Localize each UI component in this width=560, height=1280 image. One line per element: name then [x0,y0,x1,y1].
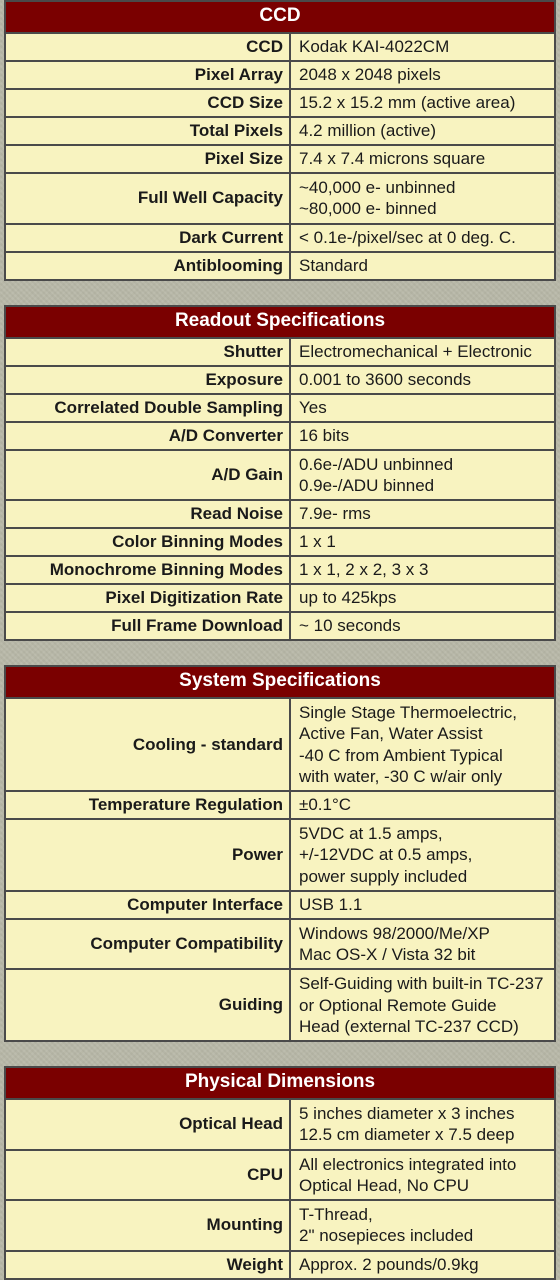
spec-value: 7.9e- rms [290,500,555,528]
spec-value: 7.4 x 7.4 microns square [290,145,555,173]
spec-label: Weight [5,1251,290,1279]
spec-value: 5VDC at 1.5 amps, +/-12VDC at 0.5 amps, … [290,819,555,891]
spec-label: Read Noise [5,500,290,528]
section-gap [4,641,556,665]
spec-label: Mounting [5,1200,290,1251]
table-row: CCD Size15.2 x 15.2 mm (active area) [5,89,555,117]
spec-label: Power [5,819,290,891]
spec-label: CPU [5,1150,290,1201]
section-header: System Specifications [5,666,555,698]
spec-label: Dark Current [5,224,290,252]
table-row: Cooling - standardSingle Stage Thermoele… [5,698,555,791]
table-row: Pixel Array2048 x 2048 pixels [5,61,555,89]
spec-label: Pixel Array [5,61,290,89]
spec-value: Self-Guiding with built-in TC-237 or Opt… [290,969,555,1041]
spec-value: 16 bits [290,422,555,450]
spec-value: All electronics integrated into Optical … [290,1150,555,1201]
spec-label: Shutter [5,338,290,366]
spec-label: Correlated Double Sampling [5,394,290,422]
spec-value: Windows 98/2000/Me/XP Mac OS-X / Vista 3… [290,919,555,970]
section-header: CCD [5,1,555,33]
table-row: Computer CompatibilityWindows 98/2000/Me… [5,919,555,970]
spec-value: Kodak KAI-4022CM [290,33,555,61]
spec-table: CCDCCDKodak KAI-4022CMPixel Array2048 x … [4,0,556,281]
spec-label: CCD Size [5,89,290,117]
table-row: A/D Converter16 bits [5,422,555,450]
spec-sections: CCDCCDKodak KAI-4022CMPixel Array2048 x … [0,0,560,1280]
spec-value: ~ 10 seconds [290,612,555,640]
spec-table: System SpecificationsCooling - standardS… [4,665,556,1042]
spec-label: Cooling - standard [5,698,290,791]
table-row: WeightApprox. 2 pounds/0.9kg [5,1251,555,1279]
table-row: Full Frame Download~ 10 seconds [5,612,555,640]
table-row: Pixel Digitization Rateup to 425kps [5,584,555,612]
spec-label: Full Frame Download [5,612,290,640]
spec-value: 2048 x 2048 pixels [290,61,555,89]
table-row: Correlated Double SamplingYes [5,394,555,422]
table-row: Dark Current< 0.1e-/pixel/sec at 0 deg. … [5,224,555,252]
spec-label: Exposure [5,366,290,394]
table-row: Total Pixels4.2 million (active) [5,117,555,145]
section-header: Readout Specifications [5,306,555,338]
spec-label: Total Pixels [5,117,290,145]
table-row: GuidingSelf-Guiding with built-in TC-237… [5,969,555,1041]
spec-value: Single Stage Thermoelectric, Active Fan,… [290,698,555,791]
spec-value: 1 x 1 [290,528,555,556]
table-row: Computer InterfaceUSB 1.1 [5,891,555,919]
table-row: Monochrome Binning Modes1 x 1, 2 x 2, 3 … [5,556,555,584]
table-row: CPUAll electronics integrated into Optic… [5,1150,555,1201]
table-row: ShutterElectromechanical + Electronic [5,338,555,366]
section-gap [4,281,556,305]
spec-label: Temperature Regulation [5,791,290,819]
spec-value: Standard [290,252,555,280]
table-row: AntibloomingStandard [5,252,555,280]
spec-value: Electromechanical + Electronic [290,338,555,366]
spec-value: 5 inches diameter x 3 inches 12.5 cm dia… [290,1099,555,1150]
spec-label: Computer Interface [5,891,290,919]
spec-value: 15.2 x 15.2 mm (active area) [290,89,555,117]
spec-value: Yes [290,394,555,422]
spec-label: A/D Converter [5,422,290,450]
section-header: Physical Dimensions [5,1067,555,1099]
spec-label: Pixel Size [5,145,290,173]
spec-label: Computer Compatibility [5,919,290,970]
spec-label: Monochrome Binning Modes [5,556,290,584]
spec-label: Full Well Capacity [5,173,290,224]
table-row: Color Binning Modes1 x 1 [5,528,555,556]
spec-value: Approx. 2 pounds/0.9kg [290,1251,555,1279]
table-row: Pixel Size7.4 x 7.4 microns square [5,145,555,173]
spec-value: ±0.1°C [290,791,555,819]
spec-value: ~40,000 e- unbinned ~80,000 e- binned [290,173,555,224]
spec-label: Optical Head [5,1099,290,1150]
spec-label: Pixel Digitization Rate [5,584,290,612]
table-row: Exposure0.001 to 3600 seconds [5,366,555,394]
table-row: Read Noise7.9e- rms [5,500,555,528]
spec-table: Physical DimensionsOptical Head5 inches … [4,1066,556,1280]
table-row: Full Well Capacity~40,000 e- unbinned ~8… [5,173,555,224]
table-row: MountingT-Thread, 2" nosepieces included [5,1200,555,1251]
spec-label: Color Binning Modes [5,528,290,556]
spec-label: CCD [5,33,290,61]
spec-value: T-Thread, 2" nosepieces included [290,1200,555,1251]
section-gap [4,1042,556,1066]
spec-value: 1 x 1, 2 x 2, 3 x 3 [290,556,555,584]
table-row: CCDKodak KAI-4022CM [5,33,555,61]
table-row: Power5VDC at 1.5 amps, +/-12VDC at 0.5 a… [5,819,555,891]
spec-value: 4.2 million (active) [290,117,555,145]
spec-value: < 0.1e-/pixel/sec at 0 deg. C. [290,224,555,252]
spec-table: Readout SpecificationsShutterElectromech… [4,305,556,642]
table-row: A/D Gain0.6e-/ADU unbinned 0.9e-/ADU bin… [5,450,555,501]
spec-value: up to 425kps [290,584,555,612]
spec-label: Guiding [5,969,290,1041]
spec-value: 0.001 to 3600 seconds [290,366,555,394]
table-row: Temperature Regulation±0.1°C [5,791,555,819]
spec-value: USB 1.1 [290,891,555,919]
spec-value: 0.6e-/ADU unbinned 0.9e-/ADU binned [290,450,555,501]
spec-label: A/D Gain [5,450,290,501]
spec-label: Antiblooming [5,252,290,280]
table-row: Optical Head5 inches diameter x 3 inches… [5,1099,555,1150]
